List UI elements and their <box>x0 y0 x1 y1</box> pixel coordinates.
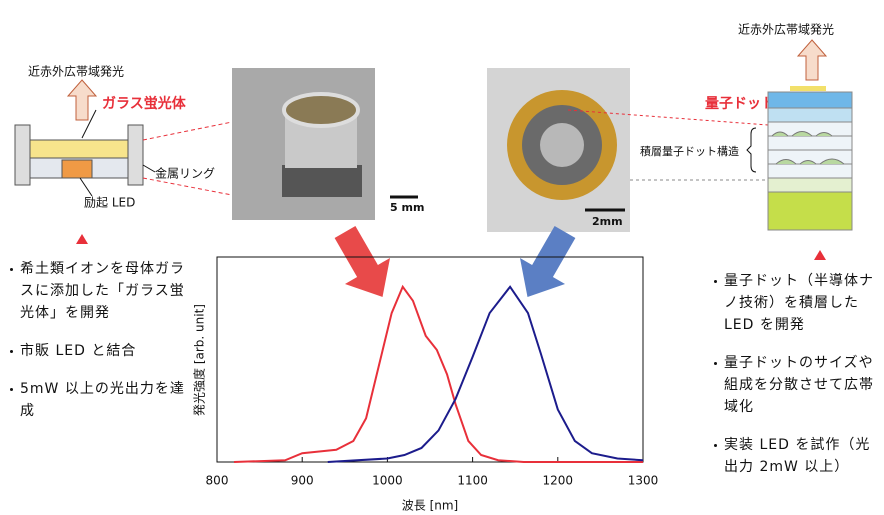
link <box>143 178 232 195</box>
emission-label: 近赤外広帯域発光 <box>738 23 834 37</box>
spectrum-line <box>328 287 643 462</box>
scale-label: 5 mm <box>390 201 424 214</box>
bullet <box>714 362 717 365</box>
x-tick-label: 900 <box>291 474 314 488</box>
brace <box>747 128 756 172</box>
layer <box>768 108 852 122</box>
emission-arrow <box>68 80 96 120</box>
scale-label: 2mm <box>592 215 623 228</box>
marker <box>76 234 88 244</box>
note-text: 5mW 以上の光出力を達成 <box>20 381 185 419</box>
y-axis-label: 発光強度 [arb. unit] <box>192 304 207 416</box>
led-chip <box>62 160 92 178</box>
bullet <box>714 280 717 283</box>
layer <box>768 136 852 150</box>
note-text: 実装 LED を試作（光出力 2mW 以上） <box>724 437 870 475</box>
contact <box>790 86 826 91</box>
x-tick-label: 1200 <box>543 474 574 488</box>
right-notes: 量子ドット（半導体ナノ技術）を積層した LED を開発 量子ドットのサイズや組成… <box>712 270 880 494</box>
dots-label: 量子ドット <box>705 96 775 112</box>
bullet <box>714 444 717 447</box>
plot-frame <box>217 257 643 462</box>
x-tick-label: 1300 <box>628 474 659 488</box>
bullet <box>10 388 13 391</box>
note: 実装 LED を試作（光出力 2mW 以上） <box>712 434 880 478</box>
layer <box>768 164 852 178</box>
photo-detail <box>540 123 584 167</box>
note: 5mW 以上の光出力を達成 <box>8 378 188 422</box>
photo-detail <box>284 94 358 126</box>
x-axis-label: 波長 [nm] <box>402 499 458 513</box>
figure: 近赤外広帯域発光 ガラス蛍光体 金属リング 励起 LED 5 mm 2mm 近赤… <box>0 0 884 515</box>
phosphor-label: ガラス蛍光体 <box>102 95 187 112</box>
note-text: 量子ドット（半導体ナノ技術）を積層した LED を開発 <box>724 273 874 333</box>
note: 量子ドット（半導体ナノ技術）を積層した LED を開発 <box>712 270 880 336</box>
ring-wall <box>128 125 143 185</box>
chart: 波長 [nm] 発光強度 [arb. unit] 800 900 1000 1100 1… <box>192 257 659 513</box>
ring-wall <box>15 125 30 185</box>
ring-label: 金属リング <box>155 166 215 181</box>
note-text: 市販 LED と結合 <box>20 343 136 359</box>
link <box>143 122 232 140</box>
led-label: 励起 LED <box>84 196 135 210</box>
layer <box>768 192 852 230</box>
left-notes: 希土類イオンを母体ガラスに添加した「ガラス蛍光体」を開発 市販 LED と結合 … <box>8 258 188 438</box>
pointer <box>143 165 155 172</box>
photo-detail <box>282 165 362 197</box>
x-tick-label: 1000 <box>372 474 403 488</box>
layer <box>768 92 852 108</box>
bullet <box>10 268 13 271</box>
note: 市販 LED と結合 <box>8 340 188 362</box>
emission-label: 近赤外広帯域発光 <box>28 65 124 79</box>
spectrum-line <box>234 287 643 462</box>
pointer <box>80 178 92 196</box>
bullet <box>10 350 13 353</box>
red-arrow <box>322 219 405 310</box>
x-tick-label: 1100 <box>457 474 488 488</box>
layer <box>768 178 852 192</box>
note: 量子ドットのサイズや組成を分散させて広帯域化 <box>712 352 880 418</box>
note-text: 量子ドットのサイズや組成を分散させて広帯域化 <box>724 355 874 415</box>
marker <box>814 250 826 260</box>
phosphor-layer <box>30 140 128 158</box>
note-text: 希土類イオンを母体ガラスに添加した「ガラス蛍光体」を開発 <box>20 261 185 321</box>
structure-label: 積層量子ドット構造 <box>640 144 739 158</box>
emission-arrow <box>798 40 826 80</box>
x-tick-label: 800 <box>206 474 229 488</box>
note: 希土類イオンを母体ガラスに添加した「ガラス蛍光体」を開発 <box>8 258 188 324</box>
